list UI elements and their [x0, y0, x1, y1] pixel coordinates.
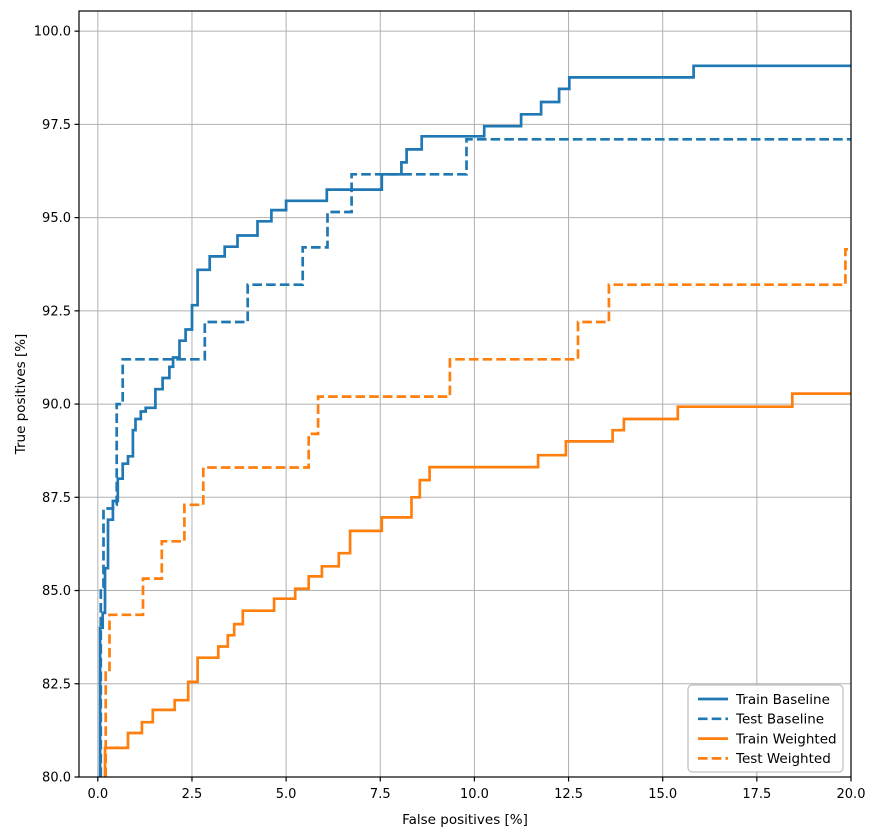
x-tick-label: 10.0 — [460, 787, 489, 802]
y-tick-label: 80.0 — [42, 771, 71, 786]
x-tick-label: 5.0 — [276, 787, 297, 802]
y-tick-label: 87.5 — [42, 491, 71, 506]
curve-test-weighted — [104, 247, 851, 777]
x-tick-label: 15.0 — [648, 787, 677, 802]
curve-test-baseline — [99, 137, 851, 777]
y-axis-label: True positives [%] — [13, 334, 29, 456]
x-axis-label: False positives [%] — [402, 812, 528, 828]
x-tick-label: 17.5 — [742, 787, 771, 802]
legend: Train Baseline Test Baseline Train Weighte… — [687, 684, 844, 773]
y-tick-label: 85.0 — [42, 584, 71, 599]
y-tick-label: 97.5 — [42, 118, 71, 133]
curve-train-weighted — [103, 392, 851, 777]
legend-label: Train Weighted — [735, 731, 837, 747]
y-tick-label: 95.0 — [42, 211, 71, 226]
axes-spines — [78, 10, 852, 778]
legend-box — [687, 684, 844, 773]
legend-label: Test Weighted — [735, 751, 831, 767]
x-tick-label: 0.0 — [87, 787, 108, 802]
y-tick-label: 100.0 — [34, 25, 71, 40]
curve-series — [98, 64, 851, 777]
curve-train-baseline — [98, 64, 851, 777]
legend-label: Test Baseline — [735, 712, 824, 728]
x-tick-label: 7.5 — [370, 787, 391, 802]
y-tick-label: 90.0 — [42, 398, 71, 413]
x-tick-label: 20.0 — [837, 787, 866, 802]
y-tick-label: 82.5 — [42, 677, 71, 692]
legend-label: Train Baseline — [735, 692, 830, 708]
axis-ticks: 0.0 2.5 5.0 7.5 10.0 12.5 15.0 17.5 20.0 80.0 82.5… — [34, 25, 866, 802]
x-tick-label: 2.5 — [182, 787, 203, 802]
y-tick-label: 92.5 — [42, 304, 71, 319]
x-tick-label: 12.5 — [554, 787, 583, 802]
